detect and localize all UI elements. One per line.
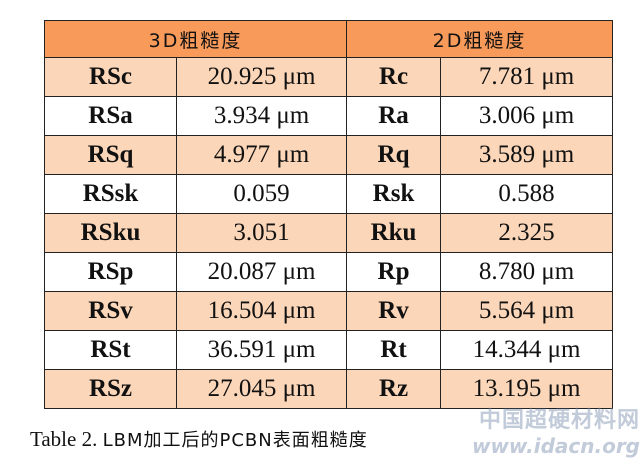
parameter-name: RSp [44, 252, 177, 292]
parameter-value: 27.045 μm [175, 369, 348, 409]
parameter-value: 5.564 μm [440, 291, 614, 331]
parameter-value: 20.925 μm [175, 57, 348, 97]
parameter-name: Rp [346, 252, 442, 292]
parameter-name: Rsk [346, 174, 442, 214]
parameter-value: 3.589 μm [440, 135, 614, 175]
parameter-name: RSc [44, 57, 177, 97]
table-row: RSt 36.591 μm Rt 14.344 μm [44, 330, 614, 370]
table-row: RSc 20.925 μm Rc 7.781 μm [44, 57, 614, 97]
header-cell: 2D粗糙度 [346, 20, 614, 58]
parameter-name: Rku [346, 213, 442, 253]
table-body: RSc 20.925 μm Rc 7.781 μm RSa 3.934 μm Ra 3.006… [44, 57, 614, 409]
caption-text: LBM加工后的PCBN表面粗糙度 [102, 430, 368, 451]
parameter-name: RSt [44, 330, 177, 370]
table-row: RSsk 0.059 Rsk 0.588 [44, 174, 614, 214]
parameter-value: 4.977 μm [175, 135, 348, 175]
parameter-value: 36.591 μm [175, 330, 348, 370]
table-row: RSku 3.051 Rku 2.325 [44, 213, 614, 253]
table-row: RSq 4.977 μm Rq 3.589 μm [44, 135, 614, 175]
parameter-value: 2.325 [440, 213, 614, 253]
watermark-name: 中国超硬材料网 [478, 408, 640, 433]
parameter-value: 13.195 μm [440, 369, 614, 409]
parameter-value: 0.588 [440, 174, 614, 214]
parameter-name: Ra [346, 96, 442, 136]
watermark-url: www.idacn.org [471, 434, 640, 458]
header-row: 3D粗糙度 2D粗糙度 [43, 20, 614, 58]
table-row: RSp 20.087 μm Rp 8.780 μm [44, 252, 614, 292]
parameter-name: Rz [346, 369, 442, 409]
parameter-name: RSku [44, 213, 177, 253]
table-row: RSa 3.934 μm Ra 3.006 μm [44, 96, 614, 136]
parameter-value: 8.780 μm [440, 252, 614, 292]
parameter-name: Rv [346, 291, 442, 331]
parameter-value: 16.504 μm [175, 291, 348, 331]
table-row: RSz 27.045 μm Rz 13.195 μm [44, 369, 614, 409]
parameter-value: 20.087 μm [175, 252, 348, 292]
caption-label: Table 2. [30, 427, 98, 451]
parameter-name: RSsk [44, 174, 177, 214]
parameter-name: Rq [346, 135, 442, 175]
caption: Table 2. LBM加工后的PCBN表面粗糙度 [30, 426, 368, 452]
parameter-value: 3.934 μm [175, 96, 348, 136]
roughness-table: 3D粗糙度 2D粗糙度 RSc 20.925 μm Rc 7.781 μm RSa 3.93… [43, 20, 614, 409]
table-row: RSv 16.504 μm Rv 5.564 μm [44, 291, 614, 331]
parameter-name: RSa [44, 96, 177, 136]
parameter-value: 14.344 μm [440, 330, 614, 370]
parameter-name: Rc [346, 57, 442, 97]
parameter-value: 3.006 μm [440, 96, 614, 136]
header-cell: 3D粗糙度 [43, 20, 348, 58]
parameter-value: 0.059 [175, 174, 348, 214]
parameter-name: RSz [44, 369, 177, 409]
watermark: 中国超硬材料网 www.idacn.org [472, 402, 640, 458]
parameter-name: RSq [44, 135, 177, 175]
parameter-value: 7.781 μm [440, 57, 614, 97]
parameter-value: 3.051 [175, 213, 348, 253]
parameter-name: Rt [346, 330, 442, 370]
parameter-name: RSv [44, 291, 177, 331]
